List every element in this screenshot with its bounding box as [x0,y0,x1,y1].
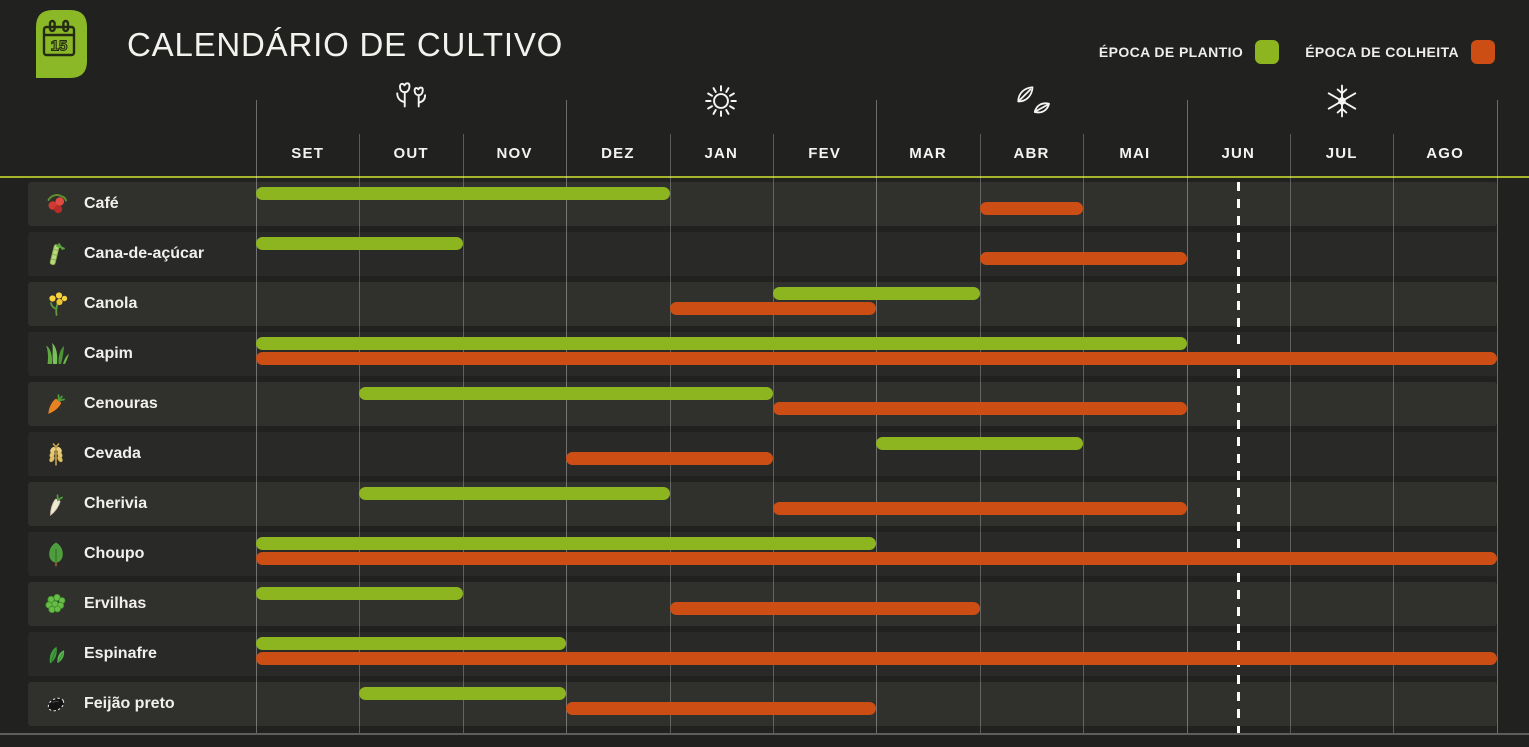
month-label: NOV [496,145,533,162]
canola-flower-icon [43,291,69,317]
month-grid-line [773,134,774,733]
legend: ÉPOCA DE PLANTIO ÉPOCA DE COLHEITA [1099,40,1495,64]
crop-label: Espinafre [84,645,157,662]
snowflake-icon [1320,79,1364,123]
crop-label: Capim [84,345,133,362]
legend-swatch-harvest [1471,40,1495,64]
current-date-marker [1236,182,1240,733]
harvest-bar [979,252,1187,265]
carrot-icon [43,391,69,417]
barley-icon [43,441,69,467]
legend-label-planting: ÉPOCA DE PLANTIO [1098,44,1244,60]
month-label: DEZ [601,145,635,162]
calendar-day-number: 15 [51,38,68,55]
harvest-bar [669,602,980,615]
calendar-row: Cana-de-açúcar [28,232,1497,276]
calendar-row: Café [28,182,1497,226]
month-label: FEV [808,145,842,162]
season-boundary-grid-line [566,100,568,733]
planting-bar [256,637,567,650]
month-grid-line [979,134,981,733]
planting-bar [256,537,877,550]
calendar-row: Cenouras [28,382,1497,426]
grass-icon [43,341,69,367]
harvest-bar [256,352,1497,365]
planting-bar [256,587,463,600]
calendar-row: Cevada [28,432,1497,476]
month-grid-line [669,134,671,733]
season-boundary-grid-line [1186,100,1188,733]
crop-label: Choupo [84,545,145,562]
legend-swatch-planting [1255,40,1280,64]
calendar-icon: 15 [30,9,88,79]
calendar-row: Cherivia [28,482,1497,526]
month-grid-line [1290,134,1291,733]
bottom-axis-line [0,733,1529,735]
harvest-bar [256,552,1497,565]
season-boundary-grid-line [1496,100,1498,733]
black-bean-icon [43,691,69,717]
spinach-icon [43,641,69,667]
harvest-bar [773,502,1187,515]
crop-label: Cevada [84,445,141,462]
harvest-bar [773,402,1187,415]
month-label: SET [291,145,325,162]
planting-bar [359,687,567,700]
crop-label: Cherivia [84,495,148,512]
page-title: CALENDÁRIO DE CULTIVO [127,26,564,63]
planting-bar [773,287,980,300]
calendar-row: Capim [28,332,1497,376]
planting-bar [359,387,773,400]
crop-label: Café [84,195,119,212]
month-label: JAN [704,145,739,162]
harvest-bar [256,652,1497,665]
crop-label: Feijão preto [84,695,175,712]
sun-icon [699,79,743,123]
sugarcane-icon [43,241,69,267]
calendar-row: Ervilhas [28,582,1497,626]
month-label: MAR [909,145,947,162]
harvest-bar [979,202,1084,215]
calendar-row: Feijão preto [28,682,1497,726]
crop-label: Cana-de-açúcar [84,245,205,262]
calendar-row: Canola [28,282,1497,326]
planting-bar [256,187,670,200]
crop-label: Canola [84,295,138,312]
legend-label-harvest: ÉPOCA DE COLHEITA [1305,44,1459,60]
peas-icon [43,591,69,617]
harvest-bar [566,452,773,465]
season-boundary-grid-line [876,100,878,733]
month-grid-line [1083,134,1085,733]
poplar-tree-icon [43,541,69,567]
month-label: JUN [1221,145,1256,162]
legend-item-harvest: ÉPOCA DE COLHEITA [1305,40,1495,64]
autumn-leaves-icon [1010,79,1054,123]
month-grid-line [462,134,464,733]
month-label: JUL [1325,145,1358,162]
legend-item-planting: ÉPOCA DE PLANTIO [1098,40,1280,64]
month-grid-line [1393,134,1395,733]
month-label: AGO [1426,145,1464,162]
harvest-bar [566,702,877,715]
calendar-row: Espinafre [28,632,1497,676]
month-label: ABR [1013,145,1050,162]
season-boundary-grid-line [256,100,257,733]
month-label: MAI [1119,145,1151,162]
planting-bar [256,237,463,250]
flowers-icon [389,79,433,123]
crop-label: Cenouras [84,395,158,412]
calendar-row: Choupo [28,532,1497,576]
crop-label: Ervilhas [84,595,147,612]
planting-bar [876,437,1084,450]
planting-bar [256,337,1187,350]
month-label: OUT [393,145,429,162]
planting-bar [359,487,670,500]
parsnip-icon [43,491,69,517]
header-divider-line [0,176,1529,178]
month-grid-line [359,134,361,733]
harvest-bar [669,302,877,315]
coffee-berries-icon [43,191,69,217]
